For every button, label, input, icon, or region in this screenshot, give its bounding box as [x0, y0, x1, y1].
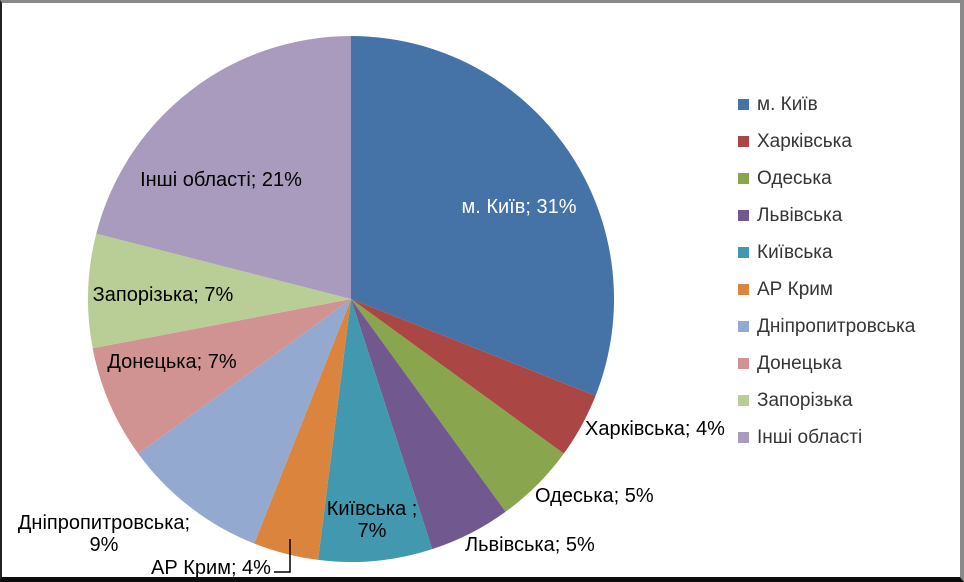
legend-item-6[interactable]: Дніпропитровська [738, 308, 915, 345]
pie-slice-4[interactable] [318, 299, 433, 563]
data-label-6: Дніпропитровська; 9% [18, 512, 190, 556]
pie-slice-1[interactable] [351, 299, 596, 454]
legend-swatch [738, 432, 749, 443]
legend-swatch [738, 136, 749, 147]
legend-swatch [738, 395, 749, 406]
data-label-8: Запорізька; 7% [93, 284, 234, 306]
legend-label: Інші області [757, 426, 863, 448]
label-leader-line [274, 539, 291, 573]
legend-item-9[interactable]: Інші області [738, 419, 915, 456]
legend-item-1[interactable]: Харківська [738, 123, 915, 160]
legend-item-0[interactable]: м. Київ [738, 86, 915, 123]
data-label-4: Київська ; 7% [327, 498, 418, 542]
legend-swatch [738, 210, 749, 221]
legend-item-7[interactable]: Донецька [738, 345, 915, 382]
legend-label: АР Крим [757, 278, 833, 300]
legend-item-4[interactable]: Київська [738, 234, 915, 271]
legend-item-5[interactable]: АР Крим [738, 271, 915, 308]
legend-label: Донецька [757, 352, 842, 374]
legend-swatch [738, 284, 749, 295]
pie-chart: м. Київ; 31% Харківська; 4% Одеська; 5% Льв… [18, 36, 725, 577]
data-label-2: Одеська; 5% [535, 485, 654, 507]
legend-item-3[interactable]: Львівська [738, 197, 915, 234]
legend-label: Львівська [757, 204, 843, 226]
legend-item-2[interactable]: Одеська [738, 160, 915, 197]
legend-item-8[interactable]: Запорізька [738, 382, 915, 419]
data-label-0: м. Київ; 31% [461, 196, 576, 218]
pie-slice-9[interactable] [96, 36, 351, 299]
pie-slice-5[interactable] [254, 299, 351, 560]
pie-slice-8[interactable] [87, 233, 351, 349]
legend-label: Харківська [757, 130, 852, 152]
data-label-1: Харківська; 4% [585, 418, 725, 440]
legend-label: Запорізька [757, 389, 853, 411]
legend-swatch [738, 358, 749, 369]
legend-swatch [738, 321, 749, 332]
pie-slice-6[interactable] [138, 299, 351, 544]
legend-swatch [738, 99, 749, 110]
legend-label: Київська [757, 241, 833, 263]
legend-label: м. Київ [757, 93, 818, 115]
pie-slice-2[interactable] [351, 299, 564, 512]
pie-slice-0[interactable] [351, 36, 615, 396]
pie-slice-7[interactable] [92, 299, 351, 454]
data-label-7: Донецька; 7% [107, 351, 236, 373]
legend-swatch [738, 173, 749, 184]
chart-legend: м. Київ Харківська Одеська Львівська Київськ… [738, 86, 915, 456]
data-label-5: АР Крим; 4% [151, 557, 271, 577]
legend-label: Одеська [757, 167, 832, 189]
data-label-3: Львівська; 5% [465, 534, 595, 556]
legend-swatch [738, 247, 749, 258]
pie-slice-3[interactable] [351, 299, 506, 550]
data-label-9: Інші області; 21% [140, 169, 302, 191]
legend-label: Дніпропитровська [757, 315, 916, 337]
